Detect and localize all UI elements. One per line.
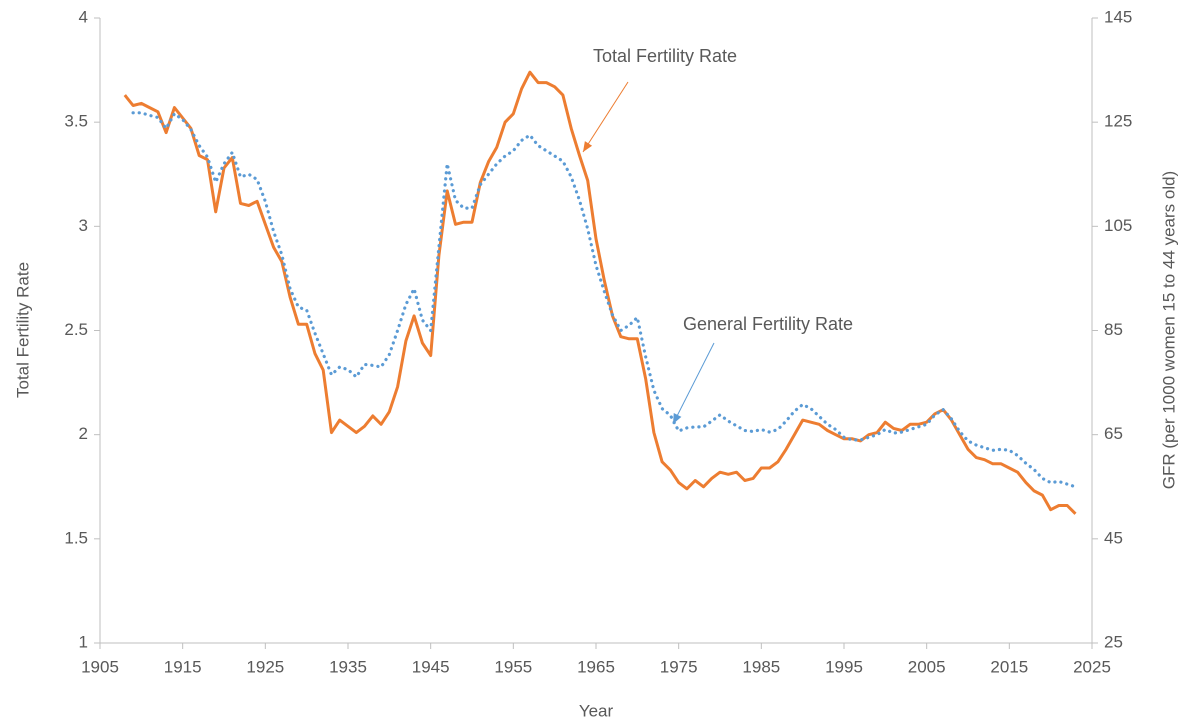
annotation-arrow xyxy=(582,81,629,153)
x-tick-label: 1995 xyxy=(825,657,863,676)
x-tick-label: 1925 xyxy=(246,657,284,676)
x-tick-label: 1945 xyxy=(412,657,450,676)
annotation-arrow xyxy=(672,342,715,425)
x-tick-label: 1965 xyxy=(577,657,615,676)
y-tick-label: 3.5 xyxy=(64,112,88,131)
y-tick-label: 2.5 xyxy=(64,320,88,339)
arrow-head xyxy=(583,141,593,152)
y2-tick-label: 65 xyxy=(1104,424,1123,443)
y-tick-label: 1.5 xyxy=(64,528,88,547)
x-tick-label: 1955 xyxy=(494,657,532,676)
x-tick-label: 1985 xyxy=(742,657,780,676)
y-tick-label: 3 xyxy=(79,216,88,235)
y-tick-label: 1 xyxy=(79,632,88,651)
annotation: Total Fertility Rate xyxy=(593,46,737,66)
y2-tick-label: 25 xyxy=(1104,632,1123,651)
series-line xyxy=(131,111,1078,489)
annotation: General Fertility Rate xyxy=(683,314,853,334)
y2-tick-label: 45 xyxy=(1104,528,1123,547)
x-tick-label: 1975 xyxy=(660,657,698,676)
y2-tick-label: 125 xyxy=(1104,112,1132,131)
x-axis-title: Year xyxy=(579,701,614,720)
x-tick-label: 2015 xyxy=(990,657,1028,676)
series-line xyxy=(123,70,1077,515)
x-tick-label: 1935 xyxy=(329,657,367,676)
y-axis-title: Total Fertility Rate xyxy=(13,262,32,398)
y2-axis-title: GFR (per 1000 women 15 to 44 years old) xyxy=(1159,171,1178,489)
x-tick-label: 2025 xyxy=(1073,657,1111,676)
x-tick-label: 2005 xyxy=(908,657,946,676)
y2-tick-label: 105 xyxy=(1104,216,1132,235)
y-tick-label: 2 xyxy=(79,424,88,443)
x-tick-label: 1915 xyxy=(164,657,202,676)
y-tick-label: 4 xyxy=(79,7,88,26)
y2-tick-label: 145 xyxy=(1104,7,1132,26)
arrow-head xyxy=(673,413,682,424)
y2-tick-label: 85 xyxy=(1104,320,1123,339)
x-tick-label: 1905 xyxy=(81,657,119,676)
